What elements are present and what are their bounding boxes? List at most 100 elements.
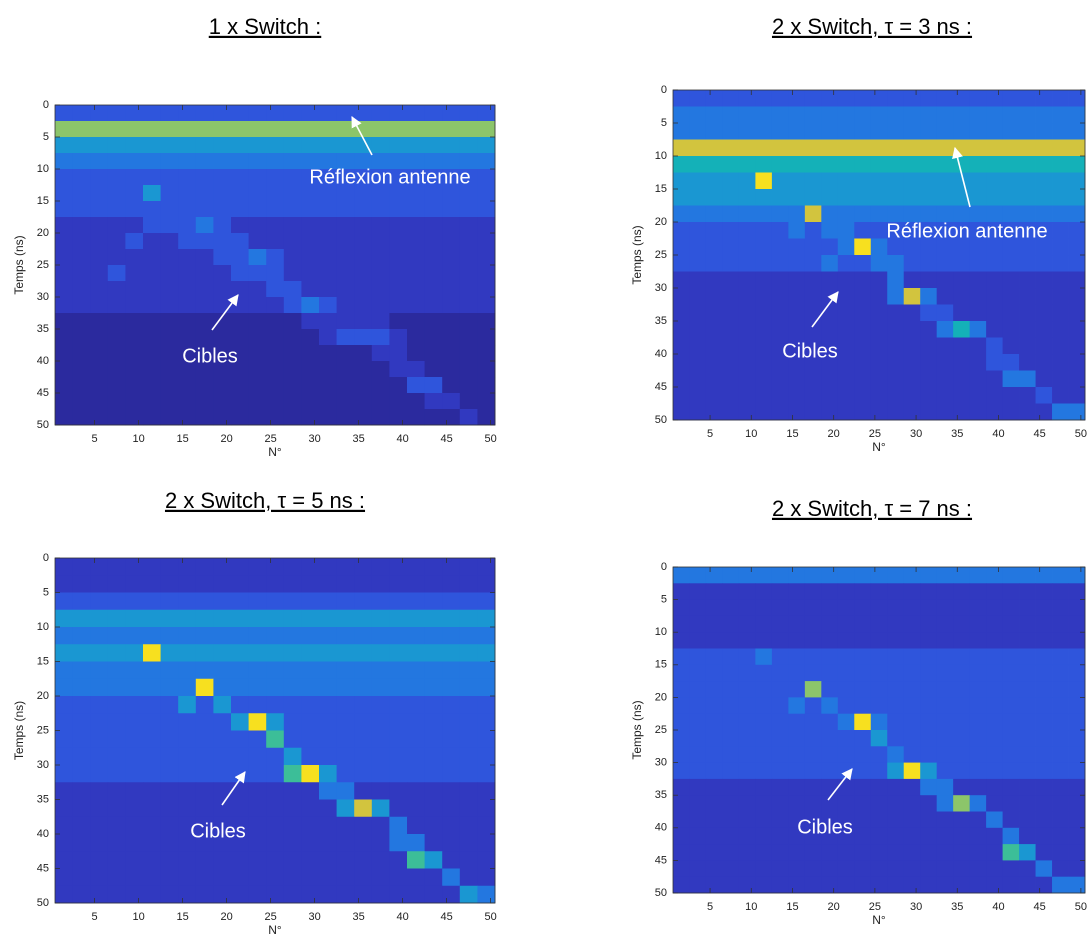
heat-cell: [821, 876, 839, 894]
heat-cell: [424, 558, 443, 576]
heat-cell: [266, 609, 285, 628]
heat-cell: [231, 233, 249, 250]
heat-cell: [705, 255, 723, 272]
x-tick-label: 5: [92, 433, 98, 445]
heat-cell: [477, 627, 496, 645]
heat-cell: [887, 238, 905, 256]
heat-cell: [1068, 664, 1086, 682]
heat-cell: [407, 851, 425, 869]
heat-cell: [920, 827, 938, 845]
heat-cell: [477, 678, 496, 697]
heat-cell: [705, 746, 723, 763]
heat-cell: [389, 782, 408, 800]
heat-cell: [178, 281, 197, 298]
heat-cell: [673, 337, 690, 355]
x-tick-label: 15: [176, 911, 188, 923]
heat-cell: [986, 599, 1003, 617]
heat-cell: [837, 844, 855, 861]
heat-cell: [969, 255, 987, 272]
heat-cell: [673, 713, 690, 731]
heat-cell: [107, 105, 126, 122]
heat-cell: [107, 281, 126, 298]
heat-cell: [319, 409, 337, 426]
x-tick-label: 35: [352, 911, 364, 923]
heat-cell: [1035, 876, 1053, 894]
heat-cell: [248, 409, 267, 426]
heat-cell: [371, 265, 390, 282]
y-tick-label: 50: [655, 414, 667, 426]
heat-cell: [266, 661, 285, 680]
heat-cell: [936, 90, 954, 107]
heat-cell: [424, 185, 443, 202]
heat-cell: [301, 885, 320, 904]
heat-cell: [283, 627, 302, 645]
heat-cell: [90, 661, 109, 680]
heat-cell: [125, 851, 144, 869]
heat-cell: [837, 681, 855, 698]
heat-cell: [283, 782, 302, 800]
heat-cell: [477, 592, 496, 611]
heat-cell: [804, 205, 822, 223]
heat-cell: [705, 403, 723, 421]
heat-cell: [459, 885, 478, 904]
heat-cell: [336, 661, 355, 680]
heat-cell: [477, 249, 496, 266]
heat-cell: [953, 156, 971, 173]
heat-cell: [953, 664, 971, 682]
heat-cell: [371, 678, 390, 697]
heat-cell: [738, 876, 756, 894]
heat-cell: [903, 205, 921, 223]
heat-cell: [870, 648, 888, 666]
x-tick-label: 30: [308, 433, 320, 445]
heat-cell: [1019, 271, 1036, 289]
heat-cell: [125, 153, 144, 170]
heat-cell: [160, 868, 179, 887]
heat-cell: [1035, 664, 1053, 682]
heat-cell: [920, 583, 938, 600]
heat-cell: [837, 778, 855, 796]
heat-cell: [107, 885, 126, 904]
heat-cell: [125, 609, 144, 628]
heat-cell: [771, 205, 789, 223]
heat-cell: [283, 121, 302, 138]
heat-cell: [1035, 370, 1053, 388]
heat-cell: [336, 185, 355, 202]
heat-cell: [755, 730, 773, 747]
heat-cell: [371, 393, 390, 410]
heat-cell: [986, 567, 1003, 584]
heat-cell: [1052, 762, 1069, 780]
heat-cell: [1068, 172, 1086, 190]
annotation-arrow: [221, 771, 246, 806]
heat-cell: [689, 337, 707, 355]
heat-cell: [442, 627, 461, 645]
heat-cell: [407, 121, 425, 138]
heat-cell: [160, 782, 179, 800]
heat-cell: [887, 615, 905, 633]
heat-cell: [1035, 844, 1053, 861]
heat-cell: [319, 747, 337, 766]
heat-cell: [371, 868, 390, 887]
heat-cell: [459, 105, 478, 122]
heat-cell: [821, 189, 839, 206]
heat-cell: [821, 599, 839, 617]
heat-cell: [389, 233, 408, 250]
heat-cell: [389, 730, 408, 749]
heat-cell: [248, 201, 267, 218]
heat-cell: [442, 281, 461, 298]
heat-cell: [283, 105, 302, 122]
heat-cell: [213, 627, 232, 645]
heat-cell: [107, 121, 126, 138]
heat-cell: [336, 393, 355, 410]
heat-cell: [55, 313, 73, 330]
heat-cell: [755, 205, 773, 223]
heat-cell: [1068, 354, 1086, 371]
heat-cell: [213, 747, 232, 766]
heat-cell: [72, 799, 91, 818]
heat-cell: [986, 403, 1003, 421]
heat-cell: [969, 139, 987, 157]
heat-cell: [903, 713, 921, 731]
heat-cell: [301, 713, 320, 731]
heat-cell: [283, 609, 302, 628]
heat-cell: [986, 778, 1003, 796]
